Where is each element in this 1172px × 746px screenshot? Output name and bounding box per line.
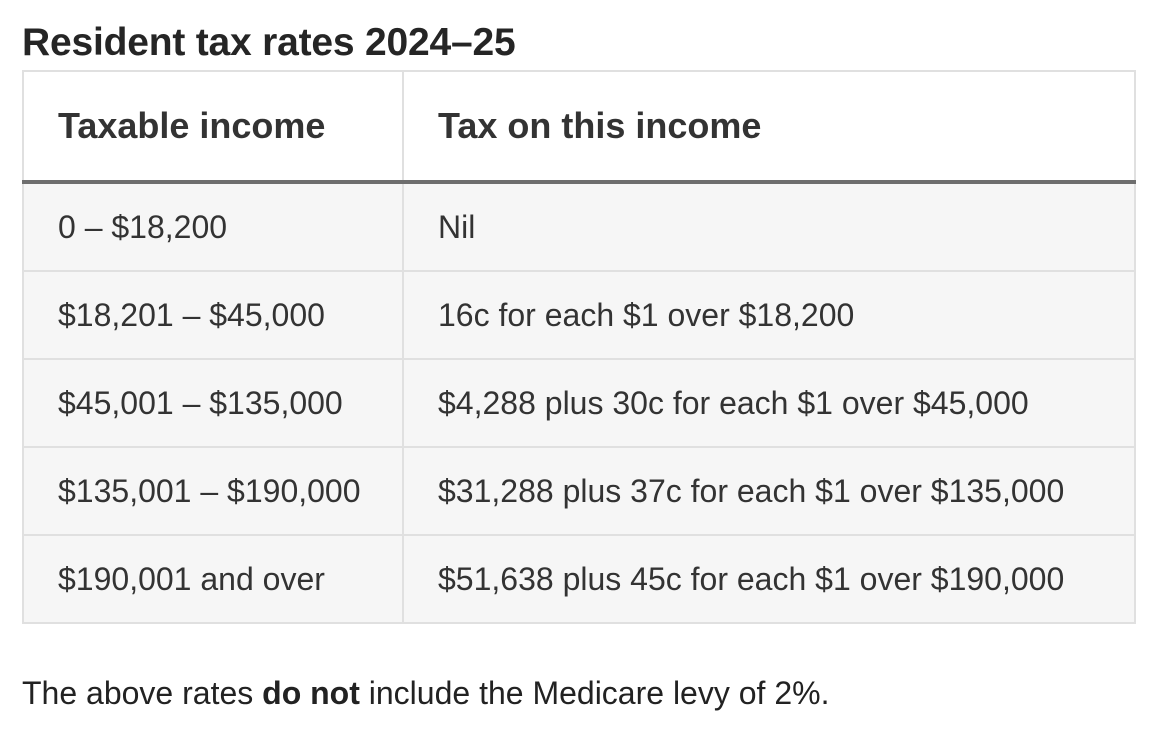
medicare-levy-note: The above rates do not include the Medic… <box>22 670 829 716</box>
note-emphasis: do not <box>262 675 360 711</box>
tax-amount-cell: $51,638 plus 45c for each $1 over $190,0… <box>402 534 1136 624</box>
tax-amount-cell: 16c for each $1 over $18,200 <box>402 270 1136 360</box>
note-prefix: The above rates <box>22 675 263 711</box>
table-body: 0 – $18,200 Nil $18,201 – $45,000 16c fo… <box>22 181 1136 624</box>
table-row: $190,001 and over $51,638 plus 45c for e… <box>22 534 1136 624</box>
table-header: Taxable income Tax on this income <box>22 70 1136 184</box>
income-range-cell: $45,001 – $135,000 <box>22 358 404 448</box>
income-range-cell: 0 – $18,200 <box>22 181 404 272</box>
tax-amount-cell: Nil <box>402 181 1136 272</box>
column-header-tax-on-income: Tax on this income <box>402 70 1136 184</box>
tax-amount-cell: $4,288 plus 30c for each $1 over $45,000 <box>402 358 1136 448</box>
page-title: Resident tax rates 2024–25 <box>22 21 516 64</box>
table-row: 0 – $18,200 Nil <box>22 181 1136 272</box>
table-row: $135,001 – $190,000 $31,288 plus 37c for… <box>22 446 1136 536</box>
income-range-cell: $18,201 – $45,000 <box>22 270 404 360</box>
table-row: $18,201 – $45,000 16c for each $1 over $… <box>22 270 1136 360</box>
tax-rates-table: Taxable income Tax on this income 0 – $1… <box>22 70 1136 624</box>
income-range-cell: $190,001 and over <box>22 534 404 624</box>
column-header-taxable-income: Taxable income <box>22 70 404 184</box>
note-suffix: include the Medicare levy of 2%. <box>359 675 830 711</box>
table-row: $45,001 – $135,000 $4,288 plus 30c for e… <box>22 358 1136 448</box>
table-header-row: Taxable income Tax on this income <box>22 70 1136 184</box>
income-range-cell: $135,001 – $190,000 <box>22 446 404 536</box>
tax-amount-cell: $31,288 plus 37c for each $1 over $135,0… <box>402 446 1136 536</box>
